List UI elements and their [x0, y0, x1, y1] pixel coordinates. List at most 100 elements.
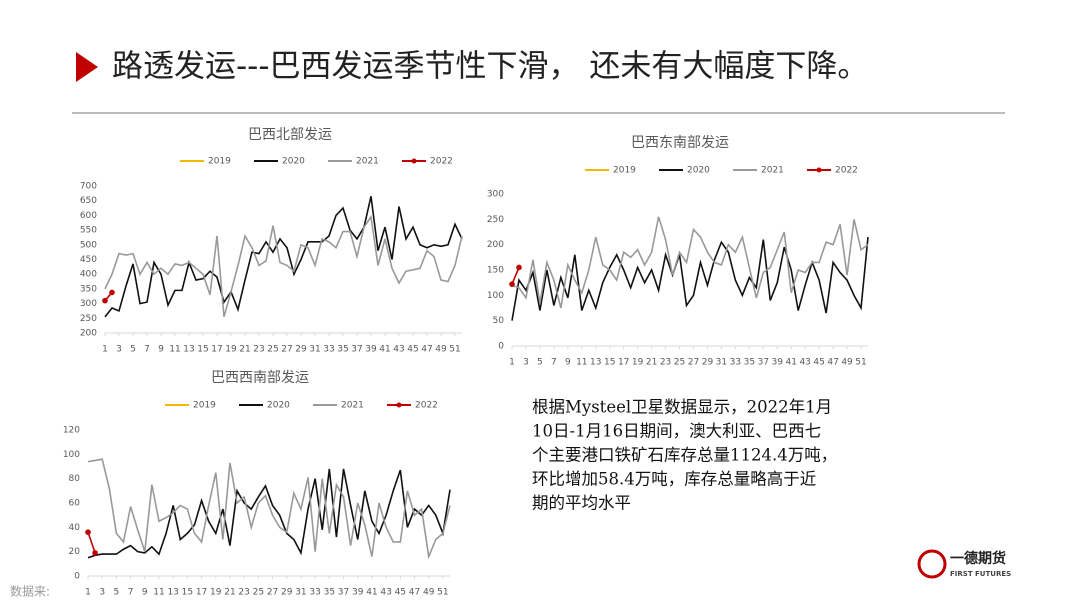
paragraph: 根据Mysteel卫星数据显示，2022年1月 10日-1月16日期间，澳大利亚、…: [532, 398, 837, 513]
x-tick-label: 35: [337, 345, 348, 355]
x-tick-label: 7: [551, 358, 557, 368]
y-tick-label: 150: [487, 266, 504, 276]
legend-marker: [396, 402, 402, 408]
x-tick-label: 7: [144, 345, 150, 355]
paragraph-line: 环比增加58.4万吨，库存总量略高于近: [532, 470, 816, 489]
x-tick-label: 11: [169, 345, 180, 355]
x-tick-label: 3: [116, 345, 122, 355]
point: [509, 281, 515, 287]
y-tick-label: 0: [74, 572, 80, 582]
y-tick-label: 80: [69, 474, 81, 484]
x-tick-label: 43: [799, 358, 810, 368]
series-line: [104, 214, 463, 318]
x-tick-label: 41: [785, 358, 796, 368]
legend-label: 2021: [761, 166, 784, 176]
y-tick-label: 550: [80, 226, 97, 236]
source: 数据来:: [10, 584, 50, 599]
x-tick-label: 51: [855, 358, 866, 368]
x-tick-label: 49: [841, 358, 853, 368]
x-tick-label: 19: [632, 358, 644, 368]
x-tick-label: 37: [338, 588, 349, 598]
y-tick-label: 40: [69, 523, 81, 533]
x-tick-label: 15: [182, 588, 193, 598]
x-tick-label: 49: [435, 345, 447, 355]
legend-label: 2020: [267, 401, 290, 411]
y-tick-label: 350: [80, 284, 97, 294]
x-tick-label: 41: [379, 345, 390, 355]
x-tick-label: 7: [128, 588, 134, 598]
x-tick-label: 3: [99, 588, 105, 598]
x-tick-label: 45: [395, 588, 406, 598]
series-line: [511, 267, 520, 285]
x-tick-label: 9: [565, 358, 571, 368]
legend-label: 2021: [341, 401, 364, 411]
x-tick-label: 13: [590, 358, 601, 368]
x-tick-label: 17: [196, 588, 207, 598]
x-tick-label: 1: [509, 358, 515, 368]
point: [109, 289, 115, 296]
x-tick-label: 31: [309, 345, 320, 355]
x-tick-label: 41: [366, 588, 377, 598]
legend-marker: [411, 158, 417, 164]
series-line: [87, 458, 451, 560]
y-tick-label: 400: [80, 270, 97, 280]
x-tick-label: 47: [827, 358, 838, 368]
x-tick-label: 25: [253, 588, 264, 598]
x-tick-label: 33: [730, 358, 741, 368]
x-tick-label: 37: [758, 358, 769, 368]
y-tick-label: 250: [80, 314, 97, 324]
series-line: [511, 216, 869, 309]
x-tick-label: 39: [365, 345, 377, 355]
legend-label: 2021: [356, 157, 379, 167]
y-tick-label: 600: [80, 211, 97, 221]
chart-title: 巴西西南部发运: [211, 370, 309, 386]
x-tick-label: 13: [183, 345, 194, 355]
y-tick-label: 250: [487, 215, 504, 225]
x-tick-label: 5: [114, 588, 120, 598]
y-tick-label: 20: [69, 547, 81, 557]
x-tick-label: 33: [309, 588, 320, 598]
x-tick-label: 39: [352, 588, 364, 598]
legend-label: 2019: [193, 401, 216, 411]
x-tick-label: 23: [660, 358, 671, 368]
x-tick-label: 31: [295, 588, 306, 598]
x-tick-label: 51: [437, 588, 448, 598]
x-tick-label: 27: [281, 345, 292, 355]
x-tick-label: 45: [407, 345, 418, 355]
x-tick-label: 35: [744, 358, 755, 368]
legend-label: 2022: [415, 401, 438, 411]
slide-title: 路透发运---巴西发运季节性下滑， 还未有大幅度下降。: [112, 49, 868, 85]
x-tick-label: 9: [142, 588, 148, 598]
x-tick-label: 5: [130, 345, 136, 355]
y-tick-label: 500: [80, 240, 97, 250]
x-tick-label: 19: [225, 345, 237, 355]
y-tick-label: 0: [498, 342, 504, 352]
y-tick-label: 450: [80, 255, 97, 265]
x-tick-label: 29: [702, 358, 714, 368]
x-tick-label: 17: [211, 345, 222, 355]
legend-label: 2022: [430, 157, 453, 167]
x-tick-label: 15: [197, 345, 208, 355]
chart-title: 巴西东南部发运: [631, 135, 729, 151]
point: [85, 529, 91, 535]
paragraph-line: 10日-1月16日期间，澳大利亚、巴西七: [532, 422, 821, 441]
x-tick-label: 49: [423, 588, 435, 598]
x-tick-label: 29: [295, 345, 307, 355]
x-tick-label: 15: [604, 358, 615, 368]
x-tick-label: 37: [351, 345, 362, 355]
y-tick-label: 700: [80, 182, 97, 192]
y-tick-label: 120: [63, 426, 80, 436]
x-tick-label: 39: [772, 358, 784, 368]
logo-text-en: FIRST FUTURES: [950, 570, 1011, 578]
legend-label: 2022: [835, 166, 858, 176]
point: [516, 264, 522, 271]
x-tick-label: 13: [167, 588, 178, 598]
legend-label: 2019: [208, 157, 231, 167]
y-tick-label: 300: [80, 299, 97, 309]
y-tick-label: 650: [80, 196, 97, 206]
x-tick-label: 29: [281, 588, 293, 598]
y-tick-label: 100: [487, 291, 504, 301]
x-tick-label: 23: [238, 588, 249, 598]
x-tick-label: 19: [210, 588, 222, 598]
